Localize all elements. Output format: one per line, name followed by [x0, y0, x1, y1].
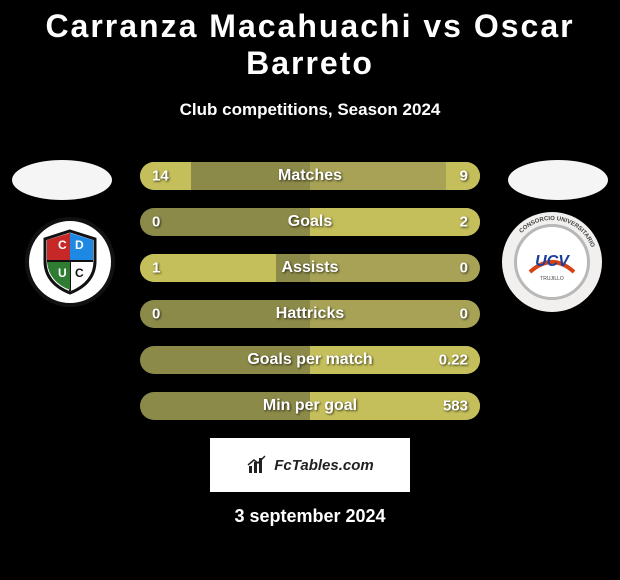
stat-bar: Min per goal 583	[140, 392, 480, 420]
bar-label: Assists	[282, 259, 339, 277]
bar-value-right: 0.22	[439, 352, 468, 369]
bar-label: Min per goal	[263, 397, 357, 415]
player-photo-right	[508, 160, 608, 200]
stat-bar: Goals 0 2	[140, 208, 480, 236]
bar-value-left: 1	[152, 260, 160, 277]
stat-bar: Goals per match 0.22	[140, 346, 480, 374]
bar-label: Hattricks	[276, 305, 344, 323]
bar-label: Matches	[278, 167, 342, 185]
club-logo-left: C D U C	[20, 212, 120, 312]
bar-value-left: 0	[152, 306, 160, 323]
player-photo-left	[12, 160, 112, 200]
club-shield-left: C D U C	[25, 217, 115, 307]
bar-fill-right	[310, 208, 480, 236]
bar-value-right: 2	[460, 214, 468, 231]
footer-label: FcTables.com	[274, 457, 373, 474]
svg-text:C: C	[75, 266, 84, 280]
bar-label: Goals per match	[247, 351, 372, 369]
svg-text:D: D	[75, 238, 84, 252]
date-label: 3 september 2024	[0, 506, 620, 527]
page-title: Carranza Macahuachi vs Oscar Barreto	[0, 0, 620, 82]
bar-value-right: 0	[460, 306, 468, 323]
bar-fill-left	[140, 254, 276, 282]
club-logo-right: UCV TRUJILLO CONSORCIO UNIVERSITARIO	[502, 212, 602, 312]
subtitle: Club competitions, Season 2024	[0, 100, 620, 120]
stat-bars: Matches149Goals02Assists10Hattricks00Goa…	[140, 162, 480, 420]
svg-text:U: U	[58, 266, 67, 280]
club-ring-right: UCV TRUJILLO CONSORCIO UNIVERSITARIO	[502, 212, 602, 312]
comparison-panel: C D U C UCV TRUJILLO CONSORCIO UNIVERSIT…	[0, 162, 620, 420]
stat-bar: Hattricks 0 0	[140, 300, 480, 328]
ring-text-icon: CONSORCIO UNIVERSITARIO	[502, 212, 602, 312]
bar-label: Goals	[288, 213, 332, 231]
svg-text:CONSORCIO UNIVERSITARIO: CONSORCIO UNIVERSITARIO	[519, 216, 596, 249]
stat-bar: Matches 14 9	[140, 162, 480, 190]
shield-icon: C D U C	[35, 227, 105, 297]
svg-text:C: C	[58, 238, 67, 252]
bar-value-right: 9	[460, 168, 468, 185]
bar-value-right: 0	[460, 260, 468, 277]
chart-icon	[246, 454, 268, 476]
bar-value-right: 583	[443, 398, 468, 415]
footer-badge: FcTables.com	[210, 438, 410, 492]
bar-value-left: 0	[152, 214, 160, 231]
bar-value-left: 14	[152, 168, 169, 185]
stat-bar: Assists 1 0	[140, 254, 480, 282]
